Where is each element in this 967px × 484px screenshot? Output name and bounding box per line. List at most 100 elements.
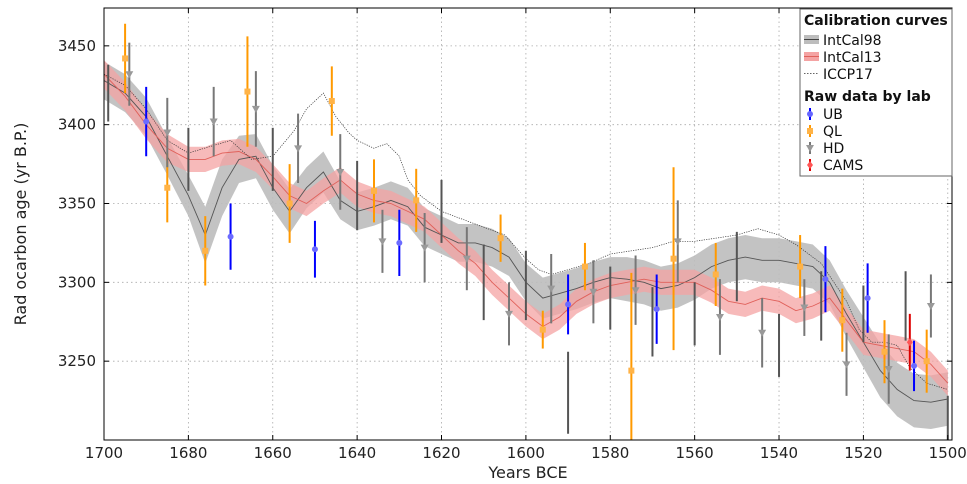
legend-item-cams: CAMS: [807, 158, 863, 174]
point-hd: [462, 227, 471, 291]
legend-label-ub: UB: [823, 107, 843, 123]
point-ql: [712, 242, 719, 306]
legend-item-intcal98: IntCal98: [804, 33, 882, 49]
y-axis-title: Rad ocarbon age (yr B.P.): [11, 123, 30, 326]
marker-ql: [286, 200, 293, 207]
marker-ub: [565, 301, 572, 308]
point-ql: [497, 214, 504, 262]
marker-hd: [589, 288, 598, 296]
point-ql: [881, 320, 888, 384]
point-ql: [244, 36, 251, 147]
x-axis-title: Years BCE: [487, 463, 567, 482]
marker-cams: [906, 338, 913, 347]
x-tick-label: 1660: [254, 444, 292, 462]
marker-hd: [547, 285, 556, 293]
point-hd: [294, 113, 303, 184]
x-tick-label: 1640: [338, 444, 376, 462]
marker-hd: [926, 302, 935, 310]
legend-item-iccp17: ICCP17: [804, 67, 873, 83]
point-hd: [420, 212, 429, 283]
marker-ql: [839, 317, 846, 324]
y-tick-label: 3250: [58, 352, 96, 370]
point-hd: [673, 200, 682, 283]
point-hd: [163, 97, 172, 168]
x-tick-label: 1520: [844, 444, 882, 462]
marker-ql: [539, 326, 546, 333]
point-hd: [926, 274, 935, 338]
curve-intcal13: [103, 73, 949, 384]
marker-hd: [209, 118, 218, 126]
point-hd: [505, 282, 514, 346]
point-ub: [822, 246, 829, 313]
marker-hd: [420, 244, 429, 252]
marker-hd: [336, 168, 345, 176]
marker-ql: [202, 247, 209, 254]
marker-ql: [244, 88, 251, 95]
legend-curves-title: Calibration curves: [804, 13, 948, 29]
marker-hd: [125, 71, 134, 79]
marker-hd: [462, 255, 471, 263]
marker-hd: [378, 238, 387, 246]
marker-ql: [413, 197, 420, 204]
marker-ub: [311, 246, 318, 253]
x-tick-label: 1580: [591, 444, 629, 462]
point-hd: [758, 298, 767, 368]
marker-hd: [163, 129, 172, 137]
point-hd: [547, 253, 556, 324]
legend-label-cams: CAMS: [823, 158, 863, 174]
x-tick-label: 1620: [422, 444, 460, 462]
point-hd: [251, 71, 260, 147]
data-points: [107, 23, 949, 440]
x-tick-label: 1540: [760, 444, 798, 462]
point-ql: [328, 66, 335, 136]
point-ub: [143, 86, 150, 157]
marker-hd: [715, 314, 724, 322]
x-tick-label: 1500: [929, 444, 967, 462]
curve-iccp17: [103, 73, 948, 390]
legend-marker-hd: [806, 145, 814, 152]
point-hd: [715, 279, 724, 355]
point-ub: [653, 274, 660, 344]
point-ql: [797, 235, 804, 299]
marker-ub: [864, 295, 871, 302]
point-hd: [378, 209, 387, 273]
marker-ql: [328, 98, 335, 105]
marker-ql: [581, 263, 588, 270]
legend-label-intcal13: IntCal13: [823, 50, 882, 66]
point-ub: [565, 274, 572, 335]
marker-ub: [143, 118, 150, 125]
y-tick-label: 3300: [58, 273, 96, 291]
point-cams: [906, 313, 913, 371]
point-hd: [884, 334, 893, 404]
marker-hd: [800, 304, 809, 312]
marker-hd: [842, 361, 851, 369]
marker-ql: [881, 348, 888, 355]
point-ub: [864, 263, 871, 333]
point-ql: [923, 329, 930, 393]
legend-item-intcal13: IntCal13: [804, 50, 882, 66]
legend-label-ql: QL: [823, 124, 842, 140]
marker-ql: [712, 271, 719, 278]
marker-hd: [251, 105, 260, 113]
legend-label-iccp17: ICCP17: [823, 67, 873, 83]
marker-ql: [628, 367, 635, 374]
point-ql: [581, 242, 588, 291]
x-tick-label: 1560: [676, 444, 714, 462]
marker-ql: [122, 55, 129, 62]
point-ql: [628, 272, 635, 440]
point-hd: [800, 279, 809, 336]
band-intcal13: [104, 60, 948, 396]
y-tick-label: 3400: [58, 116, 96, 134]
point-hd: [209, 86, 218, 157]
plot-frame: [103, 7, 953, 441]
marker-hd: [884, 366, 893, 374]
marker-ql: [164, 184, 171, 191]
point-hd: [125, 42, 134, 106]
x-tick-label: 1600: [507, 444, 545, 462]
legend-label-hd: HD: [823, 141, 844, 157]
marker-hd: [505, 310, 514, 318]
marker-ub: [227, 233, 234, 240]
point-ql: [839, 288, 846, 352]
point-ub: [911, 340, 918, 392]
